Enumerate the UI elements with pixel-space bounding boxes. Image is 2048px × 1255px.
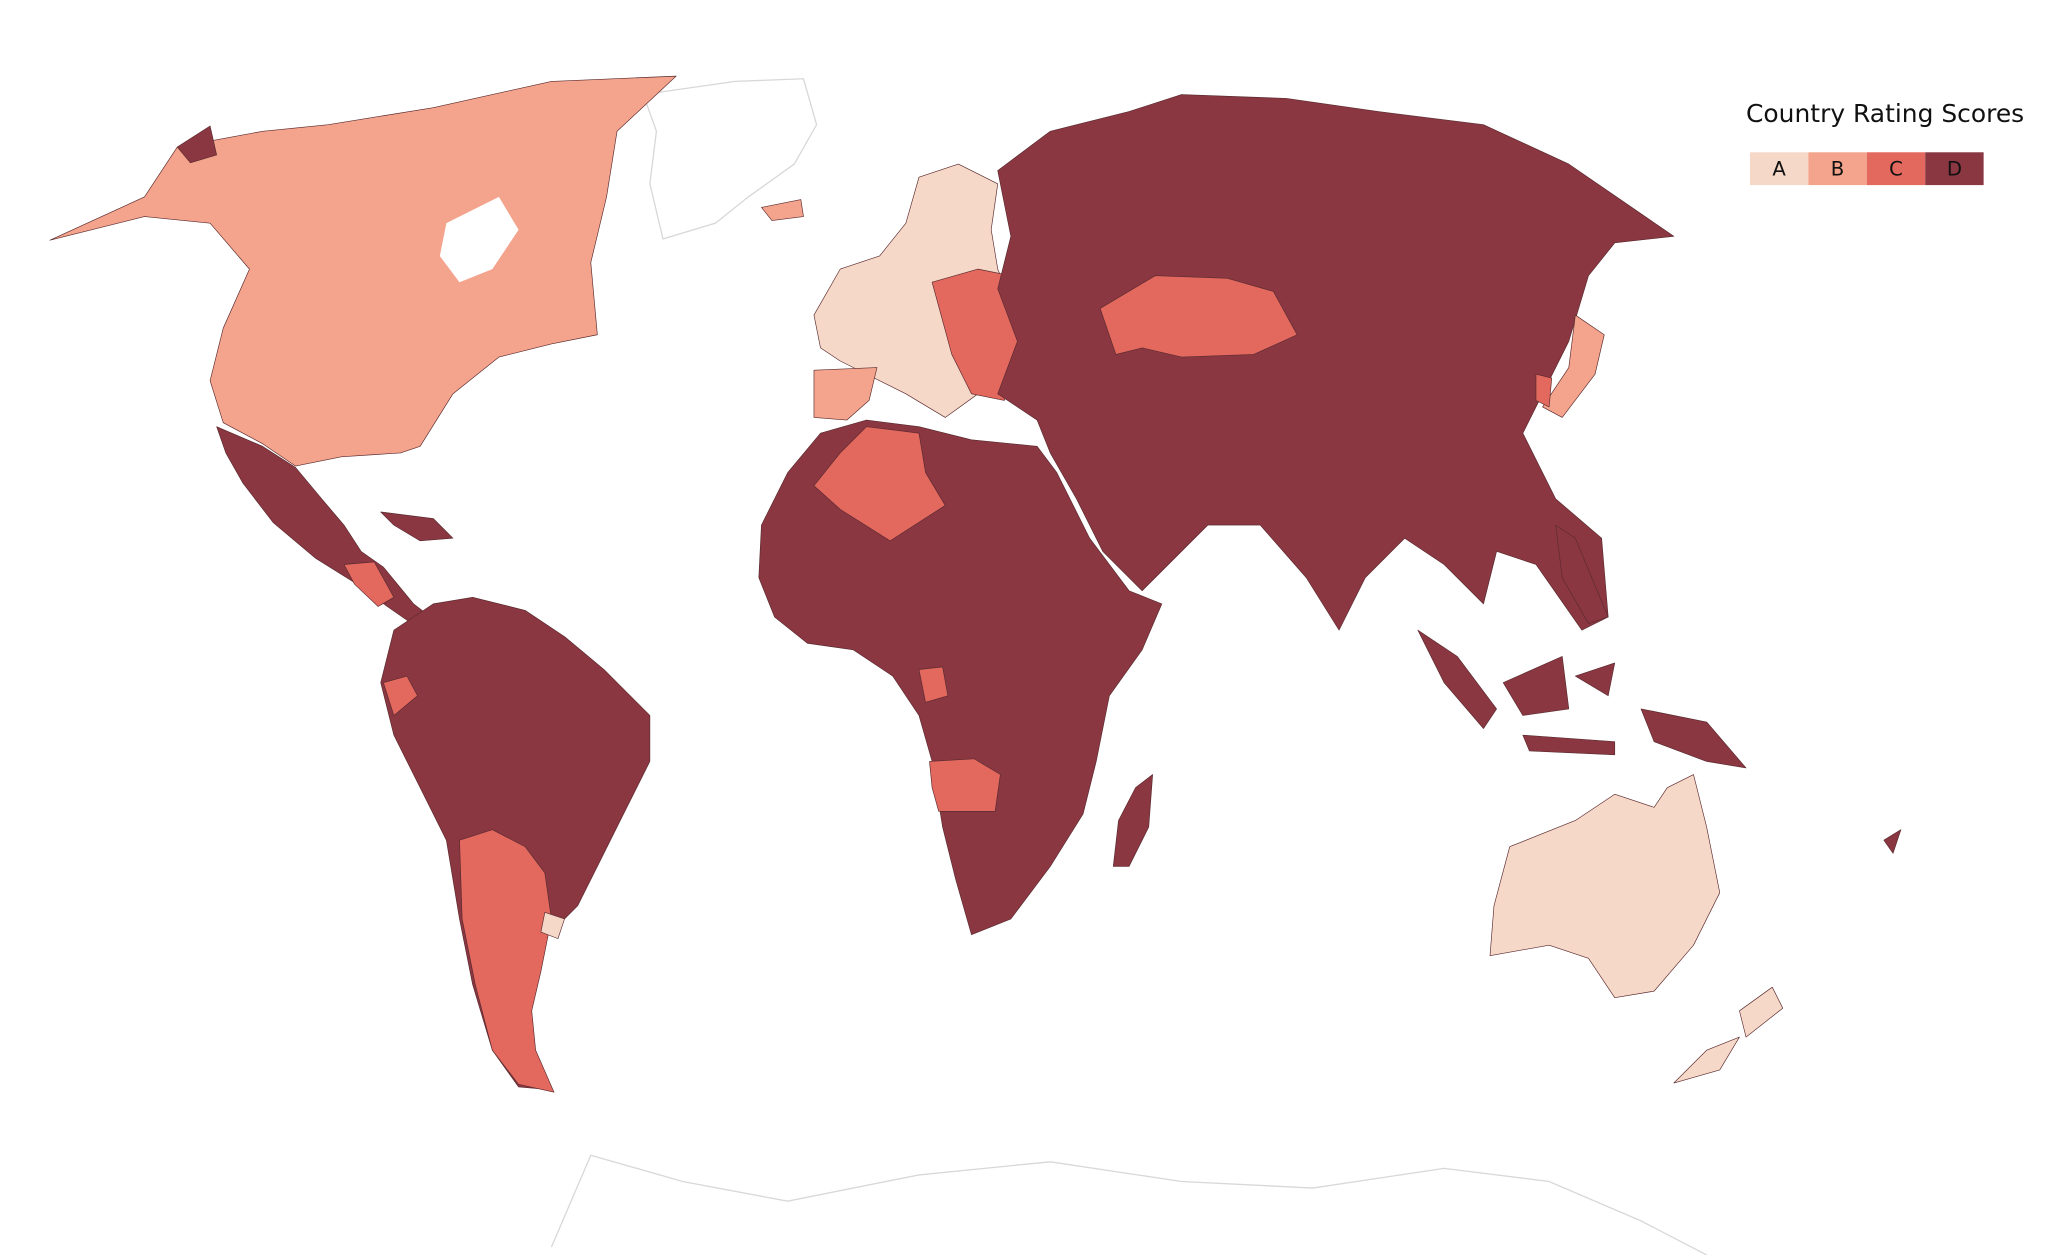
africa xyxy=(758,419,1163,936)
asia xyxy=(997,94,1675,631)
legend-swatch xyxy=(1866,152,1926,186)
legend-label: D xyxy=(1947,158,1962,181)
legend-title: Country Rating Scores xyxy=(1746,99,2024,128)
ecuador xyxy=(383,675,418,716)
legend: Country Rating Scores A B C D xyxy=(1746,99,2024,186)
argentina-chile xyxy=(459,829,555,1093)
australia xyxy=(1489,774,1721,999)
hudson-bay xyxy=(439,196,519,283)
legend-swatch xyxy=(1749,152,1809,186)
legend-label: B xyxy=(1831,158,1845,181)
japan xyxy=(1542,314,1605,418)
greenland-outline xyxy=(642,78,818,240)
angola xyxy=(929,758,1001,812)
caribbean xyxy=(380,511,454,542)
uruguay xyxy=(540,912,565,939)
algeria xyxy=(813,426,946,542)
legend-label: A xyxy=(1772,158,1786,181)
alaska-island xyxy=(176,125,217,164)
legend-swatch xyxy=(1925,152,1984,186)
new-zealand xyxy=(1673,986,1784,1084)
korea xyxy=(1535,373,1553,408)
antarctica-outline xyxy=(550,1154,1707,1255)
iberia xyxy=(813,367,878,421)
north-america xyxy=(49,75,677,467)
kazakhstan xyxy=(1099,275,1298,358)
legend-label: C xyxy=(1889,158,1903,181)
pacific-island xyxy=(1883,829,1902,854)
philippines xyxy=(1555,524,1609,624)
legend-swatch xyxy=(1808,152,1867,186)
iceland xyxy=(761,199,804,221)
central-america-c xyxy=(343,561,395,607)
indonesia xyxy=(1417,629,1747,769)
congo xyxy=(918,666,949,703)
madagascar xyxy=(1112,774,1153,867)
